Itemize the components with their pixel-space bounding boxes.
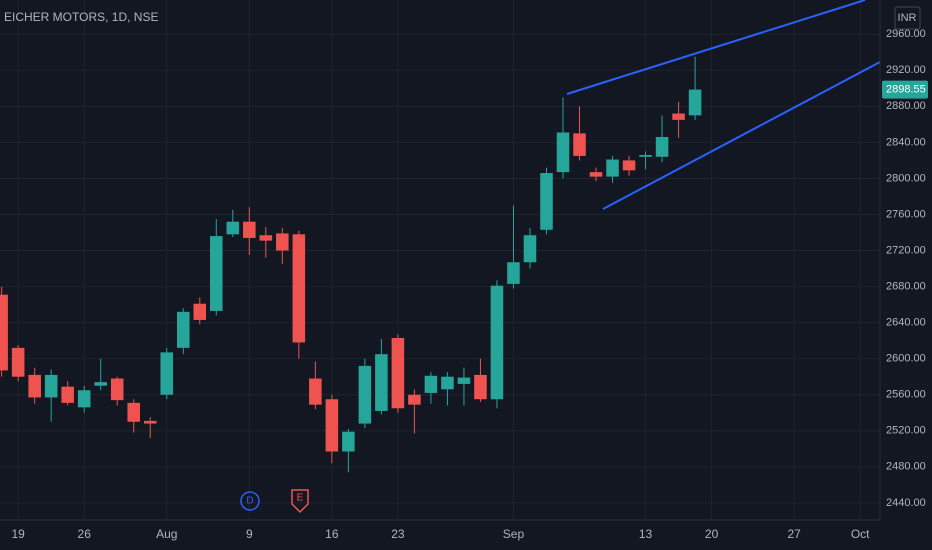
candle-body <box>490 285 504 400</box>
candle-body <box>424 375 438 393</box>
last-price-box <box>882 80 928 99</box>
candle-body <box>358 365 372 424</box>
candle-body <box>672 113 685 120</box>
candle-body <box>655 136 669 157</box>
earnings-label[interactable]: E <box>297 493 304 504</box>
y-tick-label: 2840.00 <box>886 136 926 148</box>
x-tick-label: 19 <box>11 527 25 541</box>
candle-body <box>210 236 223 311</box>
candle-body <box>77 390 91 408</box>
candles <box>0 56 702 473</box>
trend-line <box>602 61 881 210</box>
candle-body <box>375 354 388 411</box>
grid <box>0 0 880 520</box>
y-tick-label: 2520.00 <box>886 425 926 437</box>
candle-body <box>606 159 619 177</box>
x-tick-label: 27 <box>787 527 801 541</box>
candle-body <box>589 172 603 177</box>
x-tick-label: 20 <box>705 527 719 541</box>
candle-body <box>556 132 570 173</box>
currency: INR <box>898 12 917 24</box>
candle-body <box>0 294 8 371</box>
candle-body <box>160 352 174 395</box>
y-tick-label: 2960.00 <box>886 28 926 40</box>
candle-body <box>292 234 306 343</box>
candle-body <box>540 173 553 230</box>
y-tick-label: 2800.00 <box>886 172 926 184</box>
candle-body <box>143 420 157 424</box>
x-tick-label: 16 <box>325 527 339 541</box>
candle-body <box>127 402 141 422</box>
last-price-label: 2898.55 <box>886 84 926 96</box>
y-tick-label: 2640.00 <box>886 317 926 329</box>
y-tick-label: 2560.00 <box>886 389 926 401</box>
candle-body <box>391 337 405 409</box>
candle-body <box>622 160 636 171</box>
candle-body <box>11 347 25 377</box>
dividend-label[interactable]: D <box>246 496 253 507</box>
chart-title: EICHER MOTORS, 1D, NSE <box>4 10 158 24</box>
x-tick-label: Sep <box>503 527 525 541</box>
candle-body <box>276 233 289 251</box>
candle-body <box>408 394 421 405</box>
x-tick-label: 9 <box>246 527 253 541</box>
candle-body <box>44 374 58 398</box>
candle-body <box>259 235 273 241</box>
candle-body <box>507 262 520 284</box>
candle-body <box>243 221 256 238</box>
candle-body <box>688 89 702 116</box>
trend-line <box>566 0 866 95</box>
candle-body <box>193 303 207 320</box>
candle-body <box>110 378 124 401</box>
currency-box <box>894 6 921 30</box>
y-tick-label: 2680.00 <box>886 280 926 292</box>
x-tick-label: Oct <box>851 527 870 541</box>
x-tick-label: 23 <box>391 527 405 541</box>
candle-body <box>523 235 537 263</box>
candle-body <box>325 399 339 452</box>
candle-body <box>342 431 355 452</box>
candle-body <box>309 378 322 405</box>
candle-body <box>457 377 471 384</box>
candle-body <box>639 155 652 157</box>
y-tick-label: 2440.00 <box>886 497 926 509</box>
x-tick-label: Aug <box>156 527 177 541</box>
y-tick-label: 2480.00 <box>886 461 926 473</box>
candle-body <box>94 382 107 386</box>
candle-body <box>441 376 454 390</box>
candle-body <box>28 374 41 398</box>
y-tick-label: 2760.00 <box>886 208 926 220</box>
candle-body <box>573 133 586 156</box>
candle-body <box>474 374 487 400</box>
y-tick-label: 2920.00 <box>886 64 926 76</box>
dividend-marker[interactable] <box>240 491 260 511</box>
candle-body <box>226 221 240 235</box>
y-tick-label: 2880.00 <box>886 100 926 112</box>
candle-body <box>176 311 190 348</box>
y-tick-label: 2600.00 <box>886 353 926 365</box>
candle-body <box>61 386 74 403</box>
earnings-marker[interactable] <box>291 489 309 514</box>
x-tick-label: 26 <box>78 527 92 541</box>
x-tick-label: 13 <box>639 527 653 541</box>
y-tick-label: 2720.00 <box>886 244 926 256</box>
